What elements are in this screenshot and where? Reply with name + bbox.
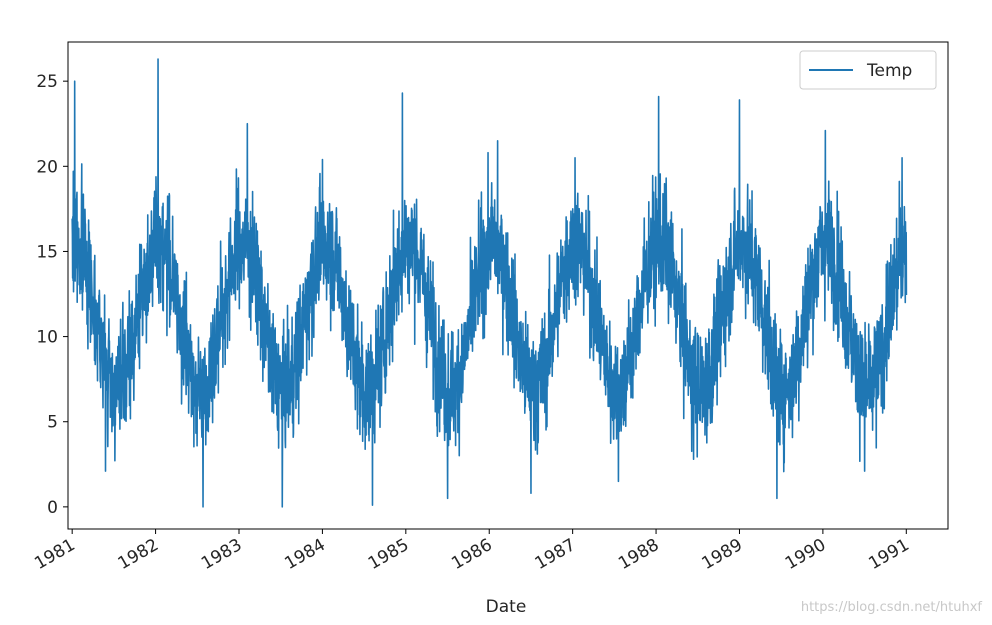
x-tick-label: 1990	[782, 535, 829, 574]
x-tick-label: 1989	[699, 535, 746, 574]
x-tick-label: 1984	[281, 535, 328, 574]
x-tick-label: 1985	[365, 535, 412, 574]
x-axis: 1981 1982 1983 1984 1985 1986 1987 1988 1989 1990…	[31, 529, 913, 574]
y-tick-label: 10	[36, 328, 58, 348]
x-tick-label: 1991	[865, 535, 912, 574]
y-tick-label: 20	[36, 157, 58, 177]
series-layer	[71, 58, 908, 508]
x-tick-label: 1981	[31, 535, 78, 574]
y-axis: 0 5 10 15 20 25	[36, 72, 68, 518]
watermark: https://blog.csdn.net/htuhxf	[800, 600, 982, 615]
series-line-temp	[71, 58, 908, 508]
x-tick-label: 1982	[115, 535, 162, 574]
plot-frame	[67, 41, 949, 530]
y-tick-label: 5	[47, 413, 58, 433]
y-tick-label: 0	[47, 498, 58, 518]
x-tick-label: 1986	[448, 535, 495, 574]
y-tick-label: 25	[36, 72, 58, 92]
x-tick-label: 1987	[532, 535, 579, 574]
legend-label: Temp	[866, 61, 912, 81]
legend: Temp	[799, 50, 937, 90]
x-axis-label: Date	[486, 597, 527, 617]
x-tick-label: 1983	[198, 535, 245, 574]
x-tick-label: 1988	[615, 535, 662, 574]
legend-box	[799, 50, 937, 90]
y-tick-label: 15	[36, 242, 58, 262]
